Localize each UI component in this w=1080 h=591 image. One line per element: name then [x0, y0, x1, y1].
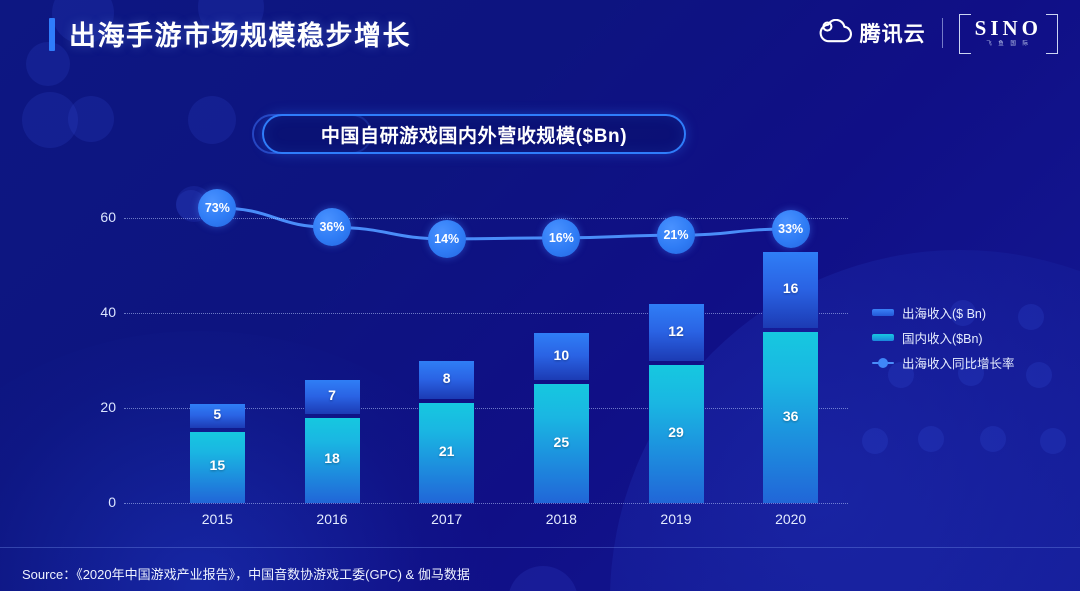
legend-label: 出海收入($ Bn) [902, 307, 987, 321]
title-accent-bar [49, 18, 55, 51]
growth-rate-bubble[interactable]: 36% [313, 208, 351, 247]
bar-domestic[interactable]: 18 [304, 417, 360, 503]
gridline [124, 408, 848, 409]
bar-overseas[interactable]: 7 [304, 380, 360, 414]
gridline [124, 503, 848, 504]
bar-value-label: 8 [442, 370, 451, 387]
bar-value-label: 36 [782, 407, 799, 424]
bar-overseas[interactable]: 10 [533, 332, 589, 381]
footer-divider [0, 547, 1080, 548]
brand-separator [941, 18, 943, 48]
legend-item[interactable]: 出海收入同比增长率 [872, 350, 1072, 375]
x-axis-tick-label: 2016 [316, 511, 348, 527]
growth-rate-bubble[interactable]: 16% [542, 218, 581, 257]
legend-label: 出海收入同比增长率 [902, 357, 1015, 371]
bar-value-label: 21 [438, 443, 455, 460]
legend-item[interactable]: 国内收入($Bn) [872, 325, 1072, 350]
bar-value-label: 10 [553, 346, 570, 363]
bar-domestic[interactable]: 36 [763, 332, 819, 503]
bar-overseas[interactable]: 16 [763, 252, 819, 328]
y-axis-tick-label: 20 [100, 399, 116, 415]
chart-title: 中国自研游戏国内外营收规模($Bn) [320, 125, 628, 147]
brand-bar: 腾讯云 SINO 飞 鱼 国 际 [818, 10, 1059, 56]
bar-value-label: 29 [668, 424, 684, 441]
page-title: 出海手游市场规模稳步增长 [69, 21, 411, 51]
cloud-icon [818, 18, 852, 48]
legend-swatch-icon [872, 309, 894, 316]
bar-overseas[interactable]: 5 [189, 404, 245, 428]
sino-logo-name: SINO [974, 15, 1042, 40]
legend-label: 国内收入($Bn) [902, 332, 983, 346]
bar-overseas[interactable]: 12 [648, 304, 704, 362]
tencent-cloud-logo: 腾讯云 [818, 18, 926, 48]
bar-value-label: 18 [324, 450, 340, 467]
legend-line-marker-icon [872, 357, 894, 368]
bar-value-label: 16 [782, 280, 799, 296]
slide-header: 出海手游市场规模稳步增长 腾讯云 SINO 飞 鱼 国 际 [0, 0, 1080, 72]
x-axis-tick-label: 2019 [660, 511, 692, 527]
growth-rate-bubble[interactable]: 14% [427, 219, 466, 258]
chart-legend: 出海收入($ Bn) 国内收入($Bn) 出海收入同比增长率 [872, 300, 1072, 375]
x-axis-tick-label: 2020 [775, 511, 807, 527]
bar-value-label: 25 [553, 433, 570, 450]
tencent-cloud-name: 腾讯云 [859, 23, 926, 46]
sino-logo-subtitle: 飞 鱼 国 际 [986, 40, 1031, 47]
sino-logo: SINO 飞 鱼 国 际 [958, 13, 1059, 54]
bar-value-label: 15 [209, 457, 226, 474]
bar-overseas[interactable]: 8 [419, 361, 475, 400]
legend-swatch-icon [872, 334, 894, 341]
x-axis-tick-label: 2015 [201, 511, 233, 527]
bar-domestic[interactable]: 25 [533, 384, 589, 503]
growth-rate-bubble[interactable]: 33% [771, 209, 810, 248]
growth-rate-bubble[interactable]: 73% [198, 189, 237, 227]
growth-rate-line [215, 206, 793, 241]
bar-value-label: 5 [213, 405, 222, 422]
bar-value-label: 7 [328, 386, 336, 403]
bar-domestic[interactable]: 15 [189, 431, 245, 503]
chart-title-pill: 中国自研游戏国内外营收规模($Bn) [262, 114, 686, 154]
growth-rate-bubble[interactable]: 21% [657, 216, 695, 255]
gridline [124, 313, 848, 314]
y-axis-tick-label: 60 [100, 209, 116, 225]
x-axis-tick-label: 2018 [545, 511, 577, 527]
gridline [124, 218, 848, 219]
y-axis-tick-label: 0 [108, 494, 116, 510]
source-note: Source：《2020年中国游戏产业报告》，中国音数协游戏工委(GPC) & … [22, 567, 470, 582]
bar-domestic[interactable]: 21 [419, 403, 475, 503]
bar-value-label: 12 [668, 322, 684, 339]
legend-item[interactable]: 出海收入($ Bn) [872, 300, 1072, 325]
y-axis-tick-label: 40 [100, 304, 116, 320]
bar-domestic[interactable]: 29 [648, 365, 704, 503]
x-axis-tick-label: 2017 [431, 511, 463, 527]
